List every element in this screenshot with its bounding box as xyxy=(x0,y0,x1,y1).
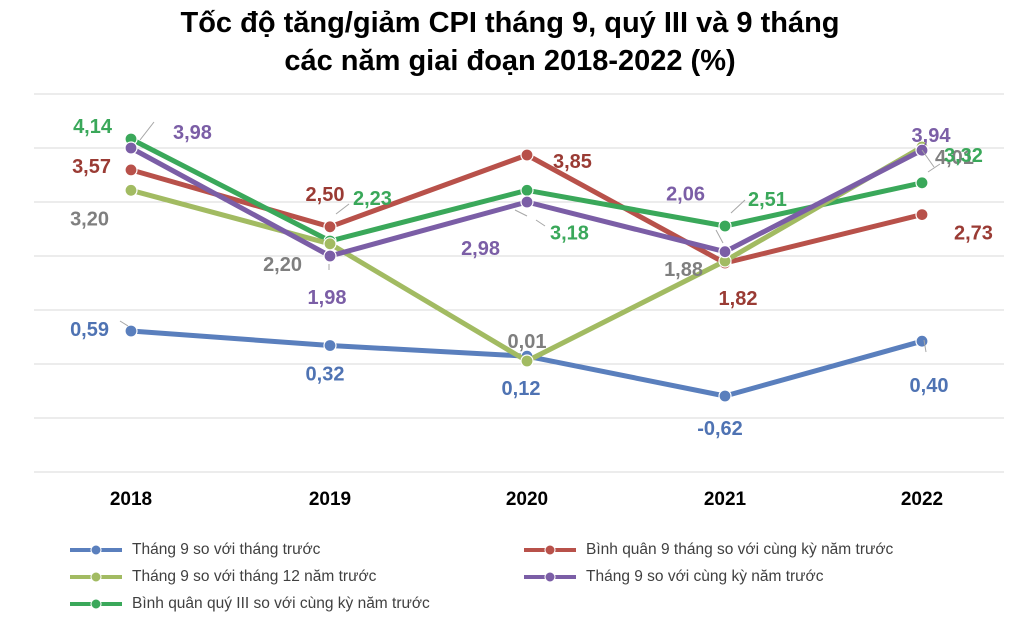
data-label-1-2018: 3,57 xyxy=(72,156,111,178)
data-label-4-2020: 3,18 xyxy=(550,222,589,244)
legend-marker-0 xyxy=(70,544,122,556)
data-label-1-2019: 2,50 xyxy=(306,184,345,206)
series-4-point-2020 xyxy=(520,183,534,197)
legend-marker-3 xyxy=(524,571,576,583)
x-tick-label-2020: 2020 xyxy=(506,489,548,510)
data-label-4-2019: 2,23 xyxy=(353,188,392,210)
leader-line-4-2 xyxy=(535,219,546,227)
legend-label-3: Tháng 9 so với cùng kỳ năm trước xyxy=(586,568,824,585)
leader-line-0-0 xyxy=(119,320,129,327)
series-1-point-2022 xyxy=(915,208,929,222)
chart-title-line-1: Tốc độ tăng/giảm CPI tháng 9, quý III và… xyxy=(180,7,840,39)
data-label-0-2020: 0,12 xyxy=(502,378,541,400)
legend-marker-2 xyxy=(70,571,122,583)
legend-item-1: Bình quân 9 tháng so với cùng kỳ năm trư… xyxy=(522,541,893,559)
data-label-0-2022: 0,40 xyxy=(910,375,949,397)
leader-line-3-0 xyxy=(139,121,155,141)
series-1-point-2019 xyxy=(323,220,337,234)
legend-label-2: Tháng 9 so với tháng 12 năm trước xyxy=(132,568,377,585)
data-label-0-2021: -0,62 xyxy=(697,418,743,440)
legend-label-0: Tháng 9 so với tháng trước xyxy=(132,541,321,558)
series-1-point-2020 xyxy=(520,148,534,162)
chart-title-line-2: các năm giai đoạn 2018-2022 (%) xyxy=(284,45,736,77)
series-0-point-2022 xyxy=(915,334,929,348)
legend-label-1: Bình quân 9 tháng so với cùng kỳ năm trư… xyxy=(586,541,894,558)
series-1-point-2018 xyxy=(124,163,138,177)
data-label-2-2018: 3,20 xyxy=(70,208,109,230)
series-3-point-2020 xyxy=(520,195,534,209)
data-label-2-2019: 2,20 xyxy=(263,254,302,276)
series-2-point-2018 xyxy=(124,183,138,197)
legend-marker-4 xyxy=(70,598,122,610)
series-3-point-2018 xyxy=(124,141,138,155)
data-label-4-2018: 4,14 xyxy=(73,116,113,138)
leader-line-4-1 xyxy=(335,203,350,215)
series-3-point-2021 xyxy=(718,245,732,259)
series-0-point-2018 xyxy=(124,324,138,338)
data-label-2-2021: 1,88 xyxy=(664,259,703,281)
leader-line-3-2 xyxy=(514,209,528,217)
leader-line-4-3 xyxy=(730,199,746,214)
series-line-2 xyxy=(128,144,925,364)
series-4-point-2021 xyxy=(718,219,732,233)
x-tick-label-2018: 2018 xyxy=(110,489,152,510)
series-4-point-2022 xyxy=(915,176,929,190)
leader-line-4-4 xyxy=(927,163,941,173)
data-label-2-2020: 0,01 xyxy=(508,331,547,353)
data-label-4-2021: 2,51 xyxy=(748,189,787,211)
data-label-3-2022: 3,94 xyxy=(912,125,952,147)
data-label-1-2022: 2,73 xyxy=(954,223,993,245)
x-tick-label-2019: 2019 xyxy=(309,489,351,510)
data-label-3-2020: 2,98 xyxy=(461,238,500,260)
legend-marker-1 xyxy=(524,544,576,556)
data-label-3-2018: 3,98 xyxy=(173,122,212,144)
data-label-2-2022: 4,01 xyxy=(935,147,974,169)
data-label-0-2018: 0,59 xyxy=(70,319,109,341)
x-tick-label-2022: 2022 xyxy=(901,489,943,510)
line-chart: 2018 2019 2020 2021 2022 0,59 0,32 0,12 -0,62 0,4… xyxy=(34,93,1004,510)
legend-item-0: Tháng 9 so với tháng trước xyxy=(68,541,320,559)
series-3-point-2019 xyxy=(323,249,337,263)
leader-line-2-4 xyxy=(921,149,935,168)
data-label-4-2022: 3,32 xyxy=(944,145,983,167)
data-label-3-2019: 1,98 xyxy=(308,287,347,309)
series-2-point-2020 xyxy=(520,354,534,368)
leader-line-3-3 xyxy=(715,229,724,244)
data-label-3-2021: 2,06 xyxy=(666,184,705,206)
data-label-0-2019: 0,32 xyxy=(306,364,345,386)
legend-item-4: Bình quân quý III so với cùng kỳ năm trư… xyxy=(68,595,430,613)
legend-item-3: Tháng 9 so với cùng kỳ năm trước xyxy=(522,568,823,586)
leader-line-0-4 xyxy=(923,339,927,353)
legend-item-2: Tháng 9 so với tháng 12 năm trước xyxy=(68,568,376,586)
data-label-1-2020: 3,85 xyxy=(553,151,592,173)
chart-title: Tốc độ tăng/giảm CPI tháng 9, quý III và… xyxy=(0,4,1020,80)
x-tick-label-2021: 2021 xyxy=(704,489,747,510)
legend-label-4: Bình quân quý III so với cùng kỳ năm trư… xyxy=(132,595,430,612)
series-0-point-2019 xyxy=(323,338,337,353)
series-2-point-2019 xyxy=(323,237,337,251)
series-0-point-2021 xyxy=(718,389,732,403)
data-label-1-2021: 1,82 xyxy=(719,288,758,310)
